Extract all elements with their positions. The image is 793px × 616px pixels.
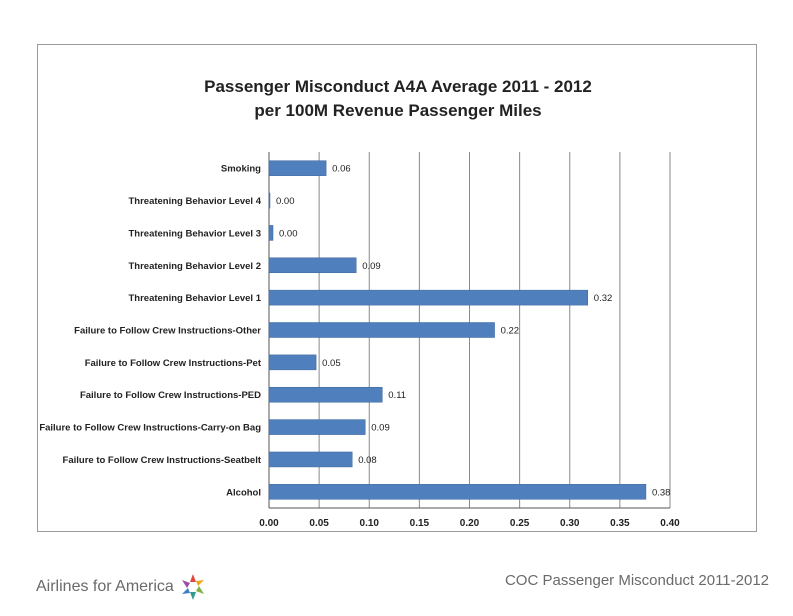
value-label: 0.11 — [388, 390, 406, 401]
x-tick-label: 0.00 — [259, 518, 279, 529]
bar — [268, 419, 366, 435]
bar — [268, 289, 589, 306]
category-label: Failure to Follow Crew Instructions-Pet — [85, 358, 262, 369]
chart-title: Passenger Misconduct A4A Average 2011 - … — [204, 77, 592, 96]
value-label: 0.22 — [501, 326, 520, 337]
value-label: 0.09 — [362, 261, 381, 272]
airlines-for-america-logo-icon — [178, 572, 208, 602]
category-label: Threatening Behavior Level 4 — [128, 196, 261, 207]
bar — [268, 484, 647, 500]
bar — [268, 192, 271, 209]
value-label: 0.00 — [279, 228, 298, 239]
category-label: Failure to Follow Crew Instructions-Seat… — [63, 455, 262, 466]
category-label: Failure to Follow Crew Instructions-Carr… — [39, 423, 261, 434]
bar — [268, 322, 495, 338]
chart-frame: Passenger Misconduct A4A Average 2011 - … — [37, 44, 757, 532]
category-label: Threatening Behavior Level 3 — [128, 228, 261, 239]
x-tick-label: 0.10 — [360, 518, 380, 529]
footer-caption: COC Passenger Misconduct 2011-2012 — [504, 572, 769, 589]
category-label: Alcohol — [226, 487, 261, 498]
category-label: Failure to Follow Crew Instructions-PED — [80, 390, 261, 401]
bar — [268, 257, 357, 274]
bar — [268, 451, 353, 468]
value-label: 0.05 — [322, 358, 341, 369]
chart-subtitle: per 100M Revenue Passenger Miles — [254, 101, 542, 120]
category-label: Failure to Follow Crew Instructions-Othe… — [74, 326, 261, 337]
x-tick-label: 0.40 — [660, 518, 680, 529]
footer-brand: Airlines for America — [36, 572, 208, 602]
x-tick-label: 0.20 — [460, 518, 480, 529]
value-label: 0.00 — [276, 196, 295, 207]
chart-title-block: Passenger Misconduct A4A Average 2011 - … — [38, 75, 758, 123]
footer-brand-text: Airlines for America — [36, 578, 174, 595]
x-tick-label: 0.30 — [560, 518, 580, 529]
bar — [268, 386, 383, 403]
category-label: Threatening Behavior Level 1 — [128, 293, 261, 304]
value-label: 0.38 — [652, 487, 671, 498]
value-label: 0.09 — [371, 423, 390, 434]
category-label: Threatening Behavior Level 2 — [128, 261, 261, 272]
x-tick-label: 0.25 — [510, 518, 530, 529]
bar — [268, 225, 274, 241]
value-label: 0.32 — [594, 293, 613, 304]
x-tick-label: 0.15 — [410, 518, 430, 529]
bar-chart-plot: 0.00 0.05 0.10 0.15 0.20 0.25 0.30 0.35 0.40 Smok… — [39, 152, 680, 529]
x-tick-label: 0.05 — [309, 518, 329, 529]
x-tick-label: 0.35 — [610, 518, 630, 529]
bar — [268, 160, 327, 176]
value-label: 0.08 — [358, 455, 377, 466]
bar — [268, 354, 317, 371]
category-label: Smoking — [221, 164, 261, 175]
value-label: 0.06 — [332, 164, 351, 175]
